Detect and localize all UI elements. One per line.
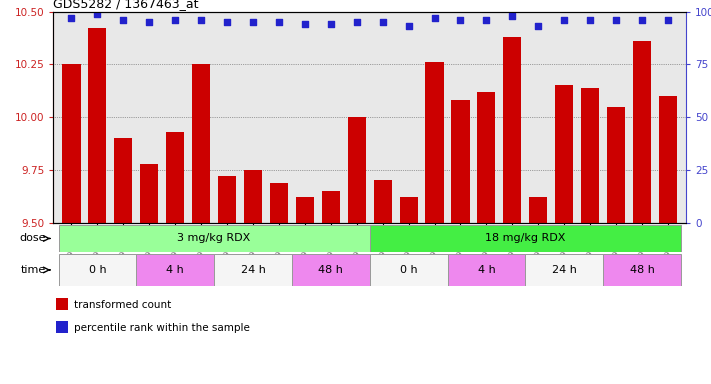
Text: 24 h: 24 h [552,265,577,275]
Point [377,19,388,25]
Point [429,15,440,21]
Point [144,19,155,25]
Text: time: time [21,265,46,275]
Bar [114,138,132,223]
Bar [58,254,137,286]
Text: GDS5282 / 1367463_at: GDS5282 / 1367463_at [53,0,199,10]
Bar [137,254,214,286]
Point [481,17,492,23]
Bar [244,170,262,223]
Point [636,17,648,23]
Point [66,15,77,21]
Bar [166,132,184,223]
Text: 4 h: 4 h [478,265,496,275]
Bar [581,88,599,223]
Text: transformed count: transformed count [73,300,171,310]
Bar [292,254,370,286]
Point [169,17,181,23]
Point [662,17,673,23]
Bar [477,92,496,223]
Bar [56,321,68,333]
Bar [659,96,677,223]
Point [351,19,363,25]
Point [507,13,518,19]
Bar [603,254,681,286]
Point [196,17,207,23]
Bar [607,106,625,223]
Point [117,17,129,23]
Text: 4 h: 4 h [166,265,184,275]
Point [584,17,596,23]
Bar [192,65,210,223]
Text: dose: dose [19,233,46,243]
Text: 24 h: 24 h [240,265,265,275]
Point [559,17,570,23]
Bar [400,197,417,223]
Bar [348,117,366,223]
Point [455,17,466,23]
Point [299,21,311,27]
Text: 0 h: 0 h [400,265,417,275]
Bar [214,254,292,286]
Point [611,17,622,23]
Text: 18 mg/kg RDX: 18 mg/kg RDX [485,233,565,243]
Bar [63,65,80,223]
Text: percentile rank within the sample: percentile rank within the sample [73,323,250,333]
Point [533,23,544,29]
Point [92,10,103,17]
Bar [370,225,681,252]
Bar [218,176,236,223]
Text: 48 h: 48 h [629,265,654,275]
Bar [633,41,651,223]
Point [221,19,232,25]
Bar [529,197,547,223]
Bar [140,164,159,223]
Bar [373,180,392,223]
Bar [370,254,447,286]
Bar [425,62,444,223]
Text: 48 h: 48 h [319,265,343,275]
Text: 3 mg/kg RDX: 3 mg/kg RDX [178,233,251,243]
Bar [451,100,469,223]
Bar [270,183,288,223]
Point [325,21,336,27]
Bar [56,298,68,310]
Point [273,19,284,25]
Text: 0 h: 0 h [89,265,106,275]
Bar [88,28,107,223]
Bar [447,254,525,286]
Bar [525,254,603,286]
Bar [322,191,340,223]
Bar [503,37,521,223]
Bar [555,85,573,223]
Point [403,23,415,29]
Bar [296,197,314,223]
Bar [58,225,370,252]
Point [247,19,259,25]
